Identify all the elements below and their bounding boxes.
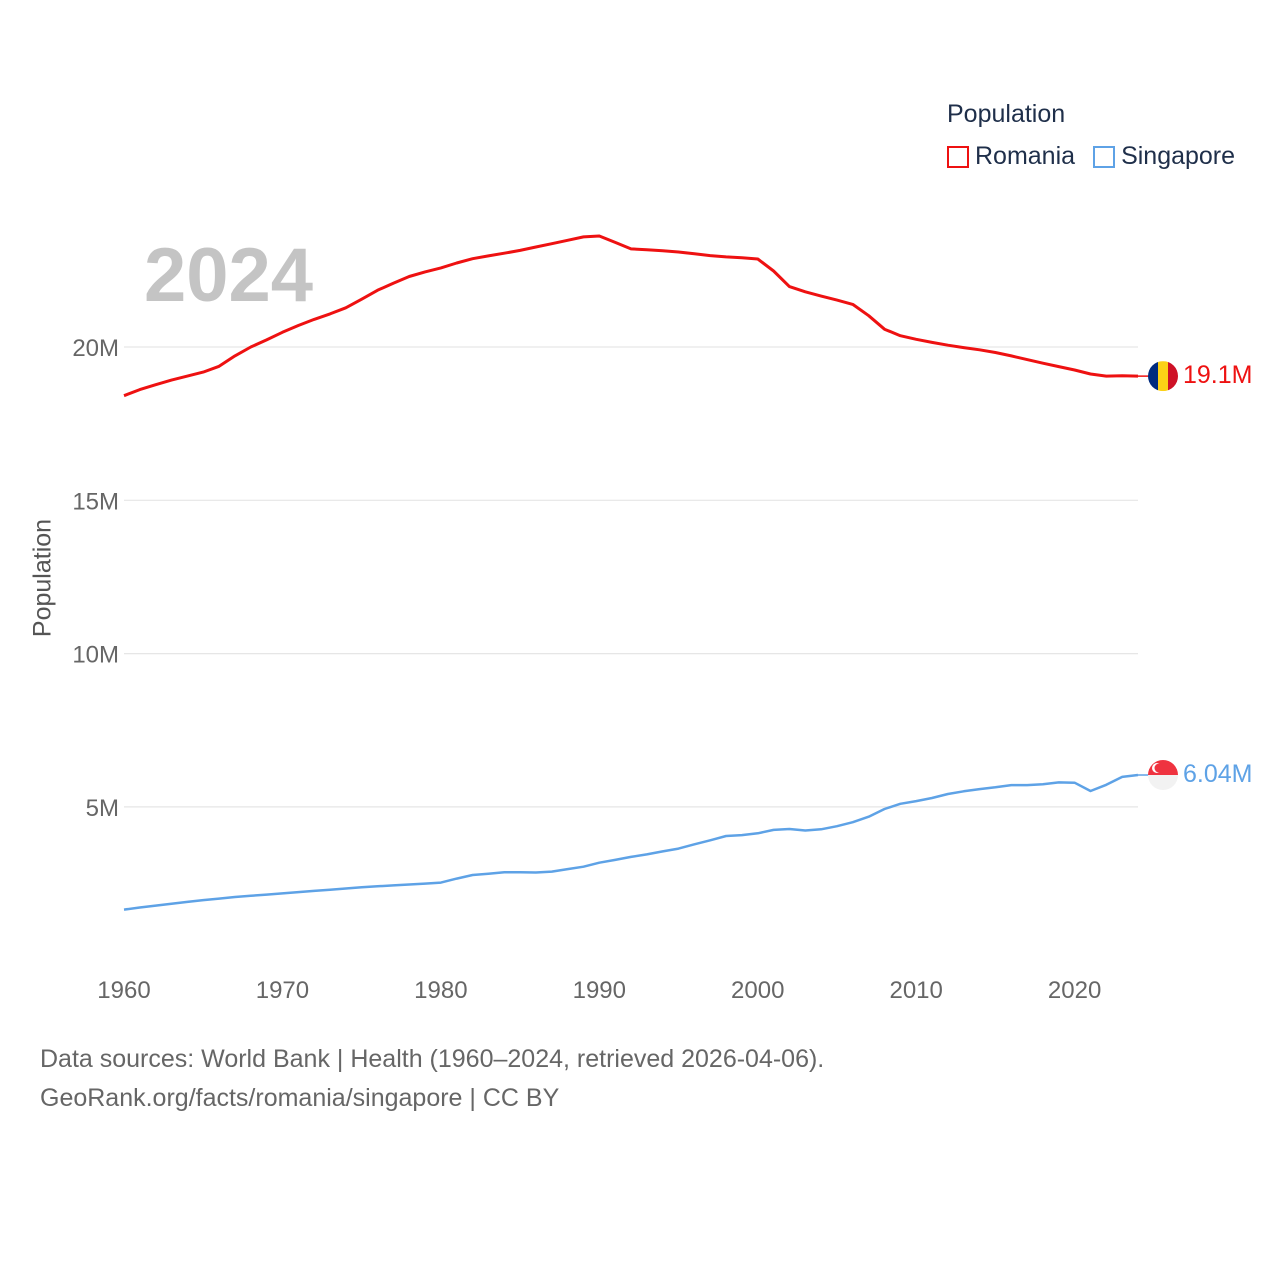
source-line-1: Data sources: World Bank | Health (1960–… — [40, 1045, 825, 1073]
series-line-singapore — [123, 773, 1139, 911]
y-tick-label: 5M — [86, 795, 119, 822]
series-line-romania — [123, 234, 1139, 398]
series-lines — [123, 234, 1139, 911]
x-tick-label: 2010 — [889, 977, 942, 1004]
end-label-romania: 19.1M — [1183, 361, 1253, 390]
x-axis-ticks: 1960 1970 1980 1990 2000 2010 2020 — [97, 977, 1101, 1004]
legend-label-romania: Romania — [975, 142, 1076, 170]
legend-swatch-singapore — [1093, 145, 1116, 168]
legend-swatch-romania — [947, 145, 969, 168]
x-tick-label: 2000 — [731, 977, 784, 1004]
romania-flag-icon — [1148, 361, 1178, 392]
gridlines — [124, 346, 1138, 808]
y-tick-label: 20M — [72, 335, 119, 362]
series-end-markers — [1138, 361, 1178, 791]
singapore-flag-icon — [1148, 760, 1178, 791]
x-tick-label: 1970 — [256, 977, 309, 1004]
y-tick-label: 10M — [72, 642, 119, 669]
legend-label-singapore: Singapore — [1121, 142, 1236, 170]
x-tick-label: 1990 — [573, 977, 626, 1004]
legend-item-singapore[interactable]: Singapore — [1093, 142, 1235, 171]
end-label-singapore: 6.04M — [1183, 760, 1253, 788]
x-tick-label: 1960 — [97, 977, 150, 1004]
y-axis-label: Population — [28, 518, 57, 638]
y-axis-ticks: 5M 10M 15M 20M — [72, 335, 119, 822]
legend-title: Population — [947, 100, 1066, 128]
y-tick-label: 15M — [72, 488, 119, 515]
year-display: 2024 — [144, 233, 314, 318]
x-tick-label: 2020 — [1048, 977, 1101, 1004]
x-tick-label: 1980 — [414, 977, 467, 1004]
source-line-2[interactable]: GeoRank.org/facts/romania/singapore | CC… — [40, 1084, 560, 1112]
legend-item-romania[interactable]: Romania — [947, 142, 1075, 171]
legend: Romania Singapore — [947, 142, 1253, 171]
